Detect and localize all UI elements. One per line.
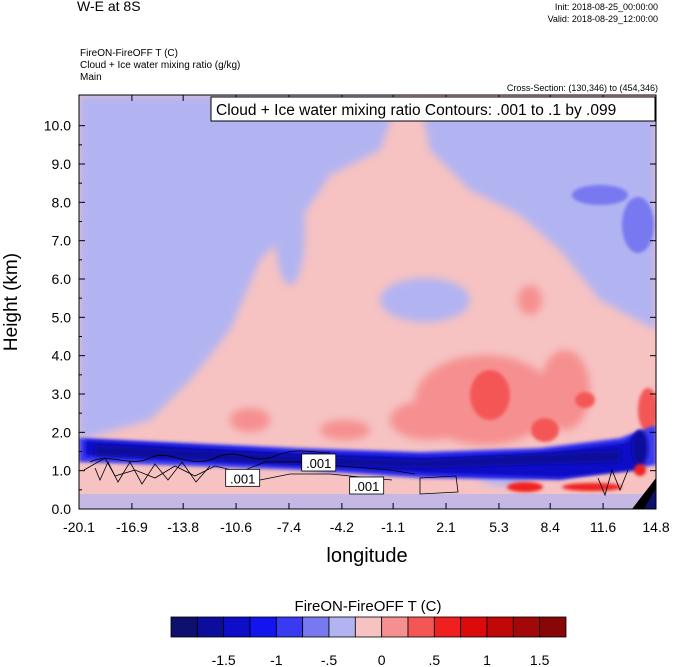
x-tick-label: 2.1	[436, 519, 456, 535]
field-label-temperature: FireON-FireOFF T (C)	[80, 48, 178, 59]
temperature-difference-field	[79, 95, 656, 509]
y-tick-label: 9.0	[52, 156, 72, 172]
x-axis-label: longitude	[326, 545, 407, 567]
colorbar-tick-label: .5	[428, 652, 440, 667]
colorbar-tick-label: -1.5	[212, 652, 236, 667]
y-tick-label: 2.0	[52, 424, 72, 440]
contour-label-text: .001	[230, 471, 255, 486]
field-label-mixing-ratio: Cloud + Ice water mixing ratio (g/kg)	[80, 60, 241, 71]
colorbar-label: FireON-FireOFF T (C)	[295, 598, 442, 615]
colorbar-swatch	[196, 616, 225, 638]
colorbar-swatch	[512, 616, 541, 638]
colorbar-swatch	[302, 616, 330, 638]
y-tick-label: 8.0	[52, 194, 72, 210]
colorbar-swatch	[275, 616, 304, 638]
contour-label: .001	[349, 476, 385, 495]
colorbar-swatch	[328, 616, 356, 638]
chart-title: W-E at 8S	[77, 0, 141, 14]
y-tick-label: 3.0	[52, 386, 72, 402]
valid-time: Valid: 2018-08-29_12:00:00	[547, 14, 658, 24]
contour-label-box	[225, 468, 261, 487]
contour-label-text: .001	[306, 456, 331, 471]
contour-label-box	[349, 476, 385, 495]
colorbar-tick-label: 0	[378, 652, 386, 667]
colorbar-swatch	[460, 616, 488, 638]
colorbar-swatch	[354, 616, 383, 638]
colorbar-swatch	[407, 616, 435, 638]
y-tick-label: 4.0	[52, 348, 72, 364]
colorbar-swatch	[249, 616, 277, 638]
y-tick-label: 0.0	[52, 501, 72, 517]
colorbar-swatch	[381, 616, 409, 638]
contour-label-text: .001	[354, 479, 379, 494]
x-tick-label: -4.2	[330, 519, 354, 535]
x-tick-label: 5.3	[489, 519, 509, 535]
colorbar-swatch	[223, 616, 251, 638]
colorbar-swatch	[170, 616, 198, 638]
colorbar-tick-label: 1.5	[530, 652, 550, 667]
x-tick-label: -20.1	[63, 519, 95, 535]
y-tick-label: 1.0	[52, 463, 72, 479]
x-tick-label: 11.6	[590, 519, 616, 535]
x-tick-label: -7.4	[277, 519, 301, 535]
x-tick-label: -1.1	[381, 519, 405, 535]
x-tick-label: -10.6	[220, 519, 252, 535]
init-time: Init: 2018-08-25_00:00:00	[554, 2, 658, 12]
contour-label-box	[301, 453, 337, 472]
y-tick-label: 10.0	[44, 118, 71, 134]
y-tick-label: 5.0	[52, 309, 72, 325]
contour-label: .001	[225, 468, 261, 487]
y-tick-label: 7.0	[52, 233, 72, 249]
y-tick-label: 6.0	[52, 271, 72, 287]
cross-section-label: Cross-Section: (130,346) to (454,346)	[506, 83, 658, 93]
x-tick-label: -16.9	[116, 519, 148, 535]
colorbar-tick-label: -.5	[321, 652, 338, 667]
colorbar-tick-label: -1	[270, 652, 283, 667]
domain-label: Main	[80, 72, 102, 83]
colorbar-tick-label: 1	[483, 652, 491, 667]
x-tick-label: 8.4	[540, 519, 560, 535]
y-axis-label: Height (km)	[1, 253, 22, 351]
x-tick-label: 14.8	[642, 519, 669, 535]
colorbar-swatch	[433, 616, 462, 638]
plot-frame	[78, 94, 657, 510]
contour-info-box	[210, 96, 656, 122]
colorbar-swatch	[486, 616, 514, 638]
contour-info-text: Cloud + Ice water mixing ratio Contours:…	[216, 102, 616, 119]
x-tick-label: -13.8	[167, 519, 199, 535]
contour-label: .001	[301, 453, 337, 472]
colorbar-swatch	[539, 616, 567, 638]
